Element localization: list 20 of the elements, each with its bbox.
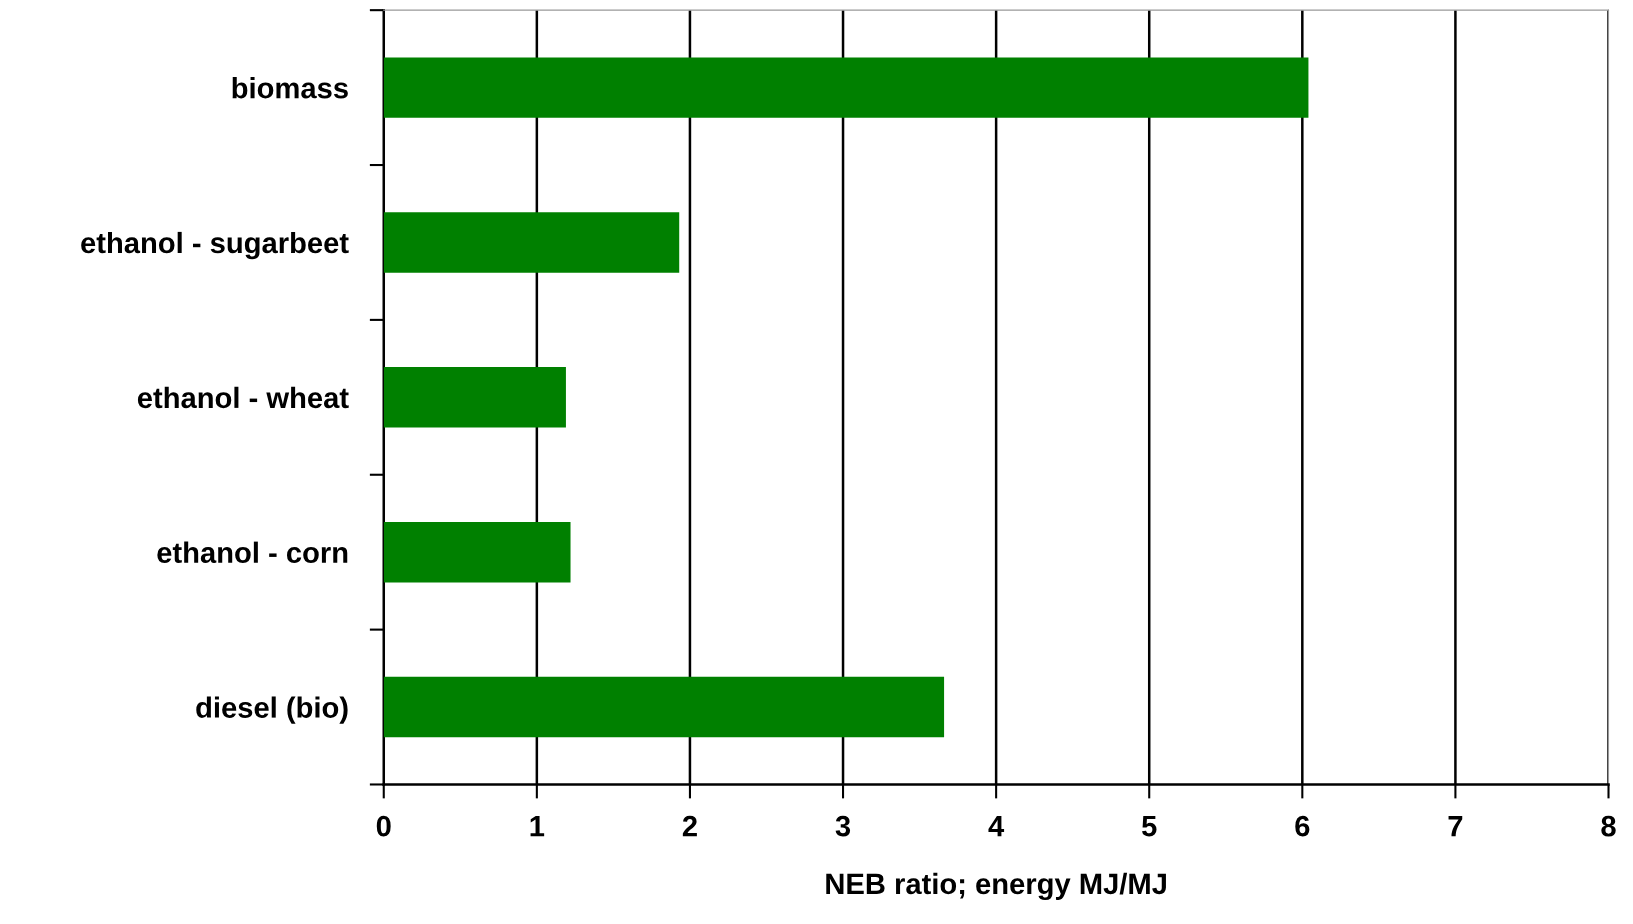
x-tick-label: 2 bbox=[682, 815, 697, 837]
x-tick-label: 6 bbox=[1295, 815, 1310, 837]
x-tick-label: 1 bbox=[530, 816, 545, 837]
x-tick-label: 8 bbox=[1601, 815, 1616, 837]
y-tick-label: ethanol - sugarbeet bbox=[81, 231, 349, 260]
x-tick-label: 4 bbox=[988, 816, 1005, 837]
x-tick-label: 3 bbox=[835, 815, 851, 837]
bar bbox=[383, 367, 566, 428]
x-tick-label: 0 bbox=[376, 815, 391, 837]
x-tick-label: 7 bbox=[1448, 816, 1463, 837]
x-tick-label: 5 bbox=[1142, 816, 1157, 837]
bar bbox=[383, 57, 1309, 118]
bar bbox=[383, 676, 945, 738]
bar bbox=[383, 521, 571, 583]
x-axis-title: NEB ratio; energy MJ/MJ bbox=[826, 872, 1166, 901]
bar bbox=[383, 212, 680, 273]
y-tick-label: ethanol - corn bbox=[157, 541, 348, 564]
y-tick-label: diesel (bio) bbox=[196, 696, 348, 724]
y-tick-label: biomass bbox=[232, 77, 348, 99]
y-tick-label: ethanol - wheat bbox=[137, 386, 349, 409]
